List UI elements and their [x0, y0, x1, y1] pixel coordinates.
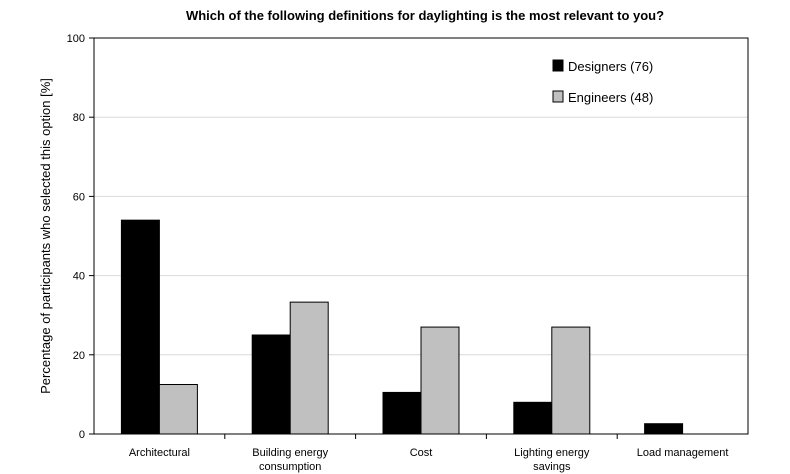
bar: [120, 219, 160, 435]
y-axis-ticks: 0 20 40 60 80 100: [67, 33, 94, 441]
x-axis-labels: Architectural Building energy consumption C…: [129, 434, 729, 473]
legend-label: Designers (76): [568, 59, 653, 74]
bar: [382, 391, 422, 435]
x-tick-label: Building energy consumption: [252, 447, 328, 473]
y-axis-label: Percentage of participants who selected …: [38, 78, 53, 394]
bar: [158, 384, 198, 435]
y-tick-label: 40: [73, 271, 85, 283]
x-tick-label: Cost: [410, 447, 433, 459]
y-tick-label: 100: [67, 33, 85, 45]
bar: [551, 326, 591, 435]
bar: [420, 326, 460, 435]
plot-area: [93, 37, 749, 435]
legend-label: Engineers (48): [568, 90, 653, 105]
bar: [251, 334, 291, 435]
y-tick-label: 20: [73, 350, 85, 362]
legend-swatch: [552, 90, 564, 103]
y-tick-label: 0: [79, 429, 85, 441]
bar: [289, 301, 329, 435]
legend-swatch: [552, 59, 564, 72]
y-tick-label: 80: [73, 112, 85, 124]
gridlines: [94, 116, 748, 356]
x-tick-label: Load management: [637, 447, 729, 459]
bar: [513, 401, 553, 435]
bar: [644, 423, 684, 435]
legend: Designers (76) Engineers (48): [552, 59, 653, 105]
chart-title: Which of the following definitions for d…: [186, 8, 664, 23]
x-tick-label: Lighting energy savings: [514, 447, 590, 473]
x-tick-label: Architectural: [129, 447, 190, 459]
bars: [120, 219, 684, 435]
y-tick-label: 60: [73, 191, 85, 203]
